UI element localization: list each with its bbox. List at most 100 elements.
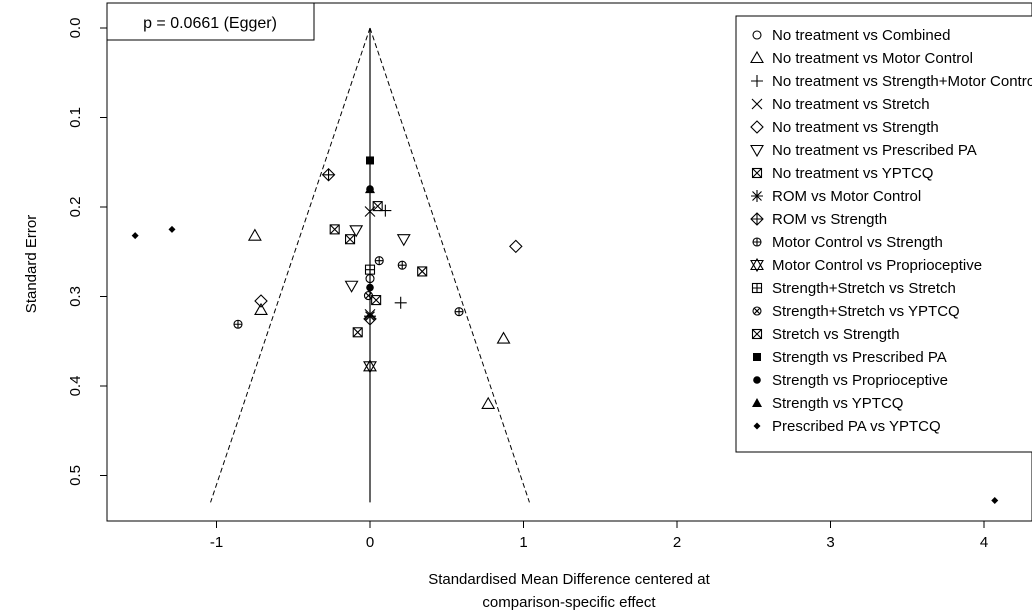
data-point [329, 224, 340, 235]
data-point [481, 396, 496, 409]
funnel-left-limit [210, 27, 371, 503]
legend-symbol [751, 167, 763, 179]
x-tick-label: 3 [826, 534, 834, 551]
legend-symbol [751, 75, 763, 87]
data-point [247, 228, 262, 241]
data-point [321, 168, 336, 182]
data-point [131, 232, 139, 240]
data-point [168, 225, 176, 233]
y-tick-label: 0.3 [67, 286, 84, 307]
legend-symbol [751, 328, 763, 340]
legend-symbol [753, 422, 761, 430]
legend-label: No treatment vs Combined [772, 27, 950, 44]
x-tick-label: 0 [366, 534, 374, 551]
data-point [363, 312, 377, 326]
legend-label: ROM vs Motor Control [772, 188, 921, 205]
legend-item: ROM vs Motor Control [751, 188, 921, 205]
legend-label: No treatment vs Strength [772, 119, 939, 136]
legend-item: Strength vs Proprioceptive [753, 372, 948, 389]
legend-label: No treatment vs Prescribed PA [772, 142, 977, 159]
legend-symbol [750, 212, 764, 226]
legend-symbol [750, 120, 764, 134]
legend-item: No treatment vs Combined [752, 27, 950, 44]
data-point [254, 302, 268, 315]
legend-label: Prescribed PA vs YPTCQ [772, 418, 941, 435]
legend-label: No treatment vs Strength+Motor Control [772, 73, 1032, 90]
funnel-right-limit [369, 27, 530, 503]
data-point [374, 256, 384, 266]
y-tick-label: 0.4 [67, 376, 84, 397]
data-point [509, 239, 523, 254]
legend-symbol [750, 257, 764, 273]
legend-item: Motor Control vs Strength [752, 234, 943, 251]
legend-symbol [753, 376, 761, 384]
legend-symbol [753, 353, 761, 361]
legend-label: Strength+Stretch vs Stretch [772, 280, 956, 297]
data-point [454, 307, 464, 317]
legend-symbol [750, 144, 764, 158]
legend-symbol [752, 237, 762, 247]
data-point [365, 184, 375, 194]
legend-symbol [752, 30, 762, 40]
data-point [349, 225, 364, 238]
legend-item: No treatment vs Motor Control [750, 50, 973, 67]
data-point [352, 327, 363, 338]
legend-symbol [751, 98, 763, 110]
legend-item: No treatment vs YPTCQ [751, 165, 933, 182]
legend-label: Stretch vs Strength [772, 326, 900, 343]
data-point [496, 331, 511, 344]
legend-item: Motor Control vs Proprioceptive [750, 257, 982, 274]
legend-label: Strength vs YPTCQ [772, 395, 903, 412]
data-point [371, 295, 382, 306]
legend-label: ROM vs Strength [772, 211, 887, 228]
data-point [366, 283, 374, 292]
legend-symbol [752, 398, 762, 407]
x-tick-label: 2 [673, 534, 681, 551]
data-point [991, 497, 999, 505]
legend-label: No treatment vs Stretch [772, 96, 930, 113]
axis-titles: Standardised Mean Difference centered at… [23, 215, 711, 611]
y-tick-label: 0.1 [67, 107, 84, 128]
legend-item: No treatment vs Strength [750, 119, 939, 136]
data-point [366, 156, 374, 165]
data-point [344, 234, 356, 245]
legend-item: Strength+Stretch vs Stretch [751, 280, 956, 297]
data-point [417, 266, 428, 277]
legend-item: ROM vs Strength [750, 211, 887, 228]
x-tick-label: 4 [980, 534, 988, 551]
legend-label: Strength+Stretch vs YPTCQ [772, 303, 960, 320]
legend-label: No treatment vs Motor Control [772, 50, 973, 67]
data-points [131, 156, 999, 505]
axes: -1 0 1 2 3 4 0.0 0.1 0.2 0.3 0.4 0.5 [67, 2, 1032, 551]
legend-item: No treatment vs Stretch [751, 96, 930, 113]
data-point [372, 201, 383, 212]
legend-item: Stretch vs Strength [751, 326, 900, 343]
legend-item: Strength+Stretch vs YPTCQ [752, 303, 960, 320]
legend-symbol [751, 190, 763, 202]
egger-p-value: p = 0.0661 (Egger) [143, 15, 277, 32]
data-point [397, 260, 407, 270]
legend-item: Prescribed PA vs YPTCQ [753, 418, 941, 435]
data-point [364, 264, 376, 275]
legend-label: Motor Control vs Proprioceptive [772, 257, 982, 274]
legend-item: No treatment vs Strength+Motor Control [751, 73, 1032, 90]
data-point [233, 319, 243, 329]
data-point [396, 234, 411, 247]
legend-box [735, 15, 1032, 453]
x-tick-label: -1 [210, 534, 223, 551]
x-tick-label: 1 [519, 534, 527, 551]
x-axis-title-line2: comparison-specific effect [482, 594, 656, 611]
legend-item: No treatment vs Prescribed PA [750, 142, 977, 159]
y-tick-label: 0.2 [67, 197, 84, 218]
y-axis-title: Standard Error [23, 215, 40, 313]
legend-symbol [750, 50, 764, 64]
y-tick-label: 0.0 [67, 18, 84, 39]
legend-label: Motor Control vs Strength [772, 234, 943, 251]
plot-frame [106, 2, 1032, 522]
legend-symbol [751, 282, 763, 294]
legend: No treatment vs Combined No treatment vs … [735, 15, 1032, 453]
y-tick-label: 0.5 [67, 465, 84, 486]
data-point [344, 280, 359, 293]
legend-symbol [752, 306, 762, 316]
